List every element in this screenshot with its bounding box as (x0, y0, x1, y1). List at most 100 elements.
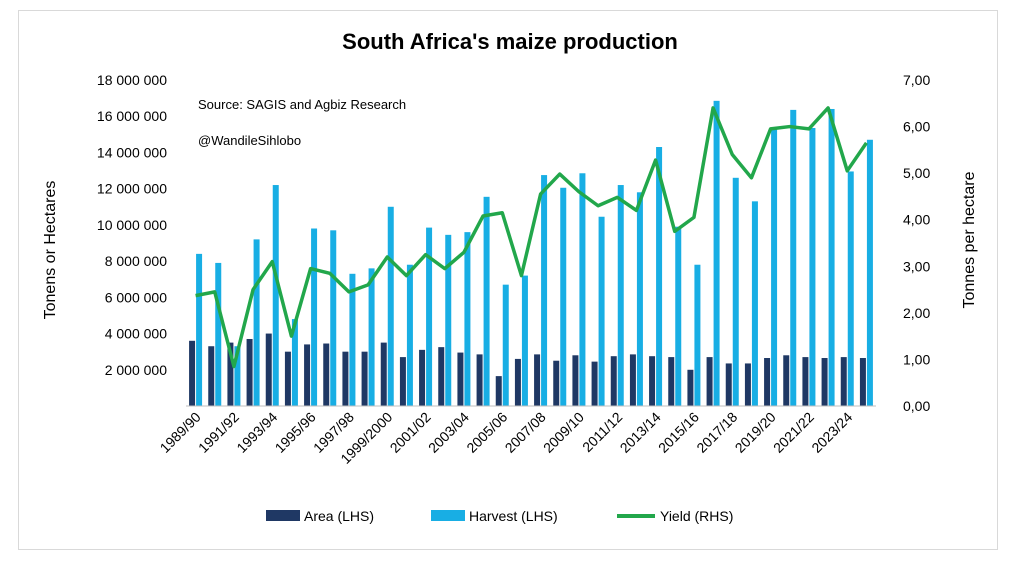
y2-tick-label: 3,00 (903, 258, 930, 274)
harvest-bar (521, 275, 528, 406)
x-tick-label: 1989/90 (157, 409, 204, 456)
area-bar (706, 357, 713, 406)
x-tick-label: 2001/02 (387, 409, 434, 456)
area-bar (438, 347, 445, 406)
area-bar (649, 356, 656, 406)
y-tick-label: 8 000 000 (105, 253, 167, 269)
legend-label-area: Area (LHS) (304, 508, 374, 524)
y-tick-label: 12 000 000 (97, 181, 167, 197)
harvest-bar (713, 100, 720, 406)
harvest-bar (445, 234, 452, 406)
harvest-bar (751, 201, 758, 406)
harvest-bar (636, 192, 643, 406)
harvest-bar (694, 264, 701, 406)
harvest-bar (617, 185, 624, 406)
area-bar (361, 351, 368, 406)
chart-title: South Africa's maize production (342, 29, 678, 54)
area-bar (304, 344, 311, 406)
y2-tick-label: 5,00 (903, 165, 930, 181)
area-bar (342, 351, 349, 406)
area-bar (227, 342, 234, 406)
yield-line (195, 106, 868, 369)
harvest-bar (253, 239, 260, 406)
harvest-bar (560, 187, 567, 406)
harvest-bar (809, 127, 816, 407)
harvest-bar (828, 108, 835, 406)
y-tick-label: 4 000 000 (105, 326, 167, 342)
area-bar (725, 363, 732, 406)
area-bar (476, 354, 483, 406)
area-bar (572, 355, 579, 406)
area-bar (687, 369, 694, 406)
legend: Area (LHS) Harvest (LHS) Yield (RHS) (266, 508, 733, 524)
area-bar (859, 358, 866, 406)
area-bar (744, 363, 751, 406)
area-bar (783, 355, 790, 406)
area-bar (591, 361, 598, 406)
x-tick-label: 2021/22 (770, 409, 817, 456)
x-tick-label: 1991/92 (195, 409, 242, 456)
y-tick-label: 16 000 000 (97, 108, 167, 124)
area-bar (514, 358, 521, 406)
x-tick-label: 1995/96 (272, 409, 319, 456)
harvest-bar (790, 109, 797, 406)
y-tick-label: 14 000 000 (97, 144, 167, 160)
area-bar (208, 346, 215, 406)
harvest-bar (215, 262, 222, 406)
x-tick-label: 2023/24 (808, 409, 855, 456)
harvest-bar (464, 232, 471, 406)
y-axis-title: Tonens or Hectares (42, 181, 59, 320)
harvest-bar (368, 268, 375, 406)
area-bar (610, 356, 617, 406)
y-tick-label: 2 000 000 (105, 362, 167, 378)
y2-axis-title: Tonnes per hectare (961, 171, 978, 308)
area-bar (265, 333, 272, 406)
area-bar (802, 357, 809, 406)
harvest-bar (675, 226, 682, 406)
y2-tick-label: 4,00 (903, 212, 930, 228)
area-bar (764, 358, 771, 406)
area-bar (629, 354, 636, 406)
area-bar (457, 352, 464, 406)
harvest-bar (579, 173, 586, 406)
harvest-bar (502, 284, 509, 406)
y-tick-label: 18 000 000 (97, 72, 167, 88)
harvest-bar (291, 319, 298, 406)
y2-tick-label: 6,00 (903, 119, 930, 135)
harvest-bar (349, 273, 356, 406)
area-bar (399, 357, 406, 406)
legend-swatch-harvest (431, 510, 465, 521)
harvest-bar (732, 177, 739, 406)
harvest-bar (426, 227, 433, 406)
harvest-bar (311, 228, 318, 406)
harvest-bar (234, 346, 241, 406)
harvest-bar (866, 139, 873, 406)
y2-tick-label: 2,00 (903, 305, 930, 321)
x-tick-label: 2003/04 (425, 409, 472, 456)
area-bar (380, 342, 387, 406)
x-tick-label: 2017/18 (693, 409, 740, 456)
harvest-bar (387, 206, 394, 406)
harvest-bar (541, 175, 548, 406)
harvest-bar (847, 171, 854, 406)
x-tick-label: 1993/94 (233, 409, 280, 456)
x-tick-label: 2019/20 (732, 409, 779, 456)
area-bar (495, 376, 502, 406)
area-bar (668, 357, 675, 406)
y-tick-label: 6 000 000 (105, 289, 167, 305)
area-bar (840, 357, 847, 406)
harvest-bar (272, 185, 279, 406)
harvest-bar (483, 196, 490, 406)
area-bar (323, 343, 330, 406)
legend-label-harvest: Harvest (LHS) (469, 508, 558, 524)
x-tick-label: 2015/16 (655, 409, 702, 456)
harvest-bar (406, 264, 413, 406)
area-bar (534, 354, 541, 406)
harvest-bar (771, 128, 778, 406)
area-bar (419, 349, 426, 406)
area-bar (553, 360, 560, 406)
y2-tick-label: 0,00 (903, 398, 930, 414)
source-annotation: Source: SAGIS and Agbiz Research (198, 97, 406, 112)
chart-frame (18, 10, 998, 550)
